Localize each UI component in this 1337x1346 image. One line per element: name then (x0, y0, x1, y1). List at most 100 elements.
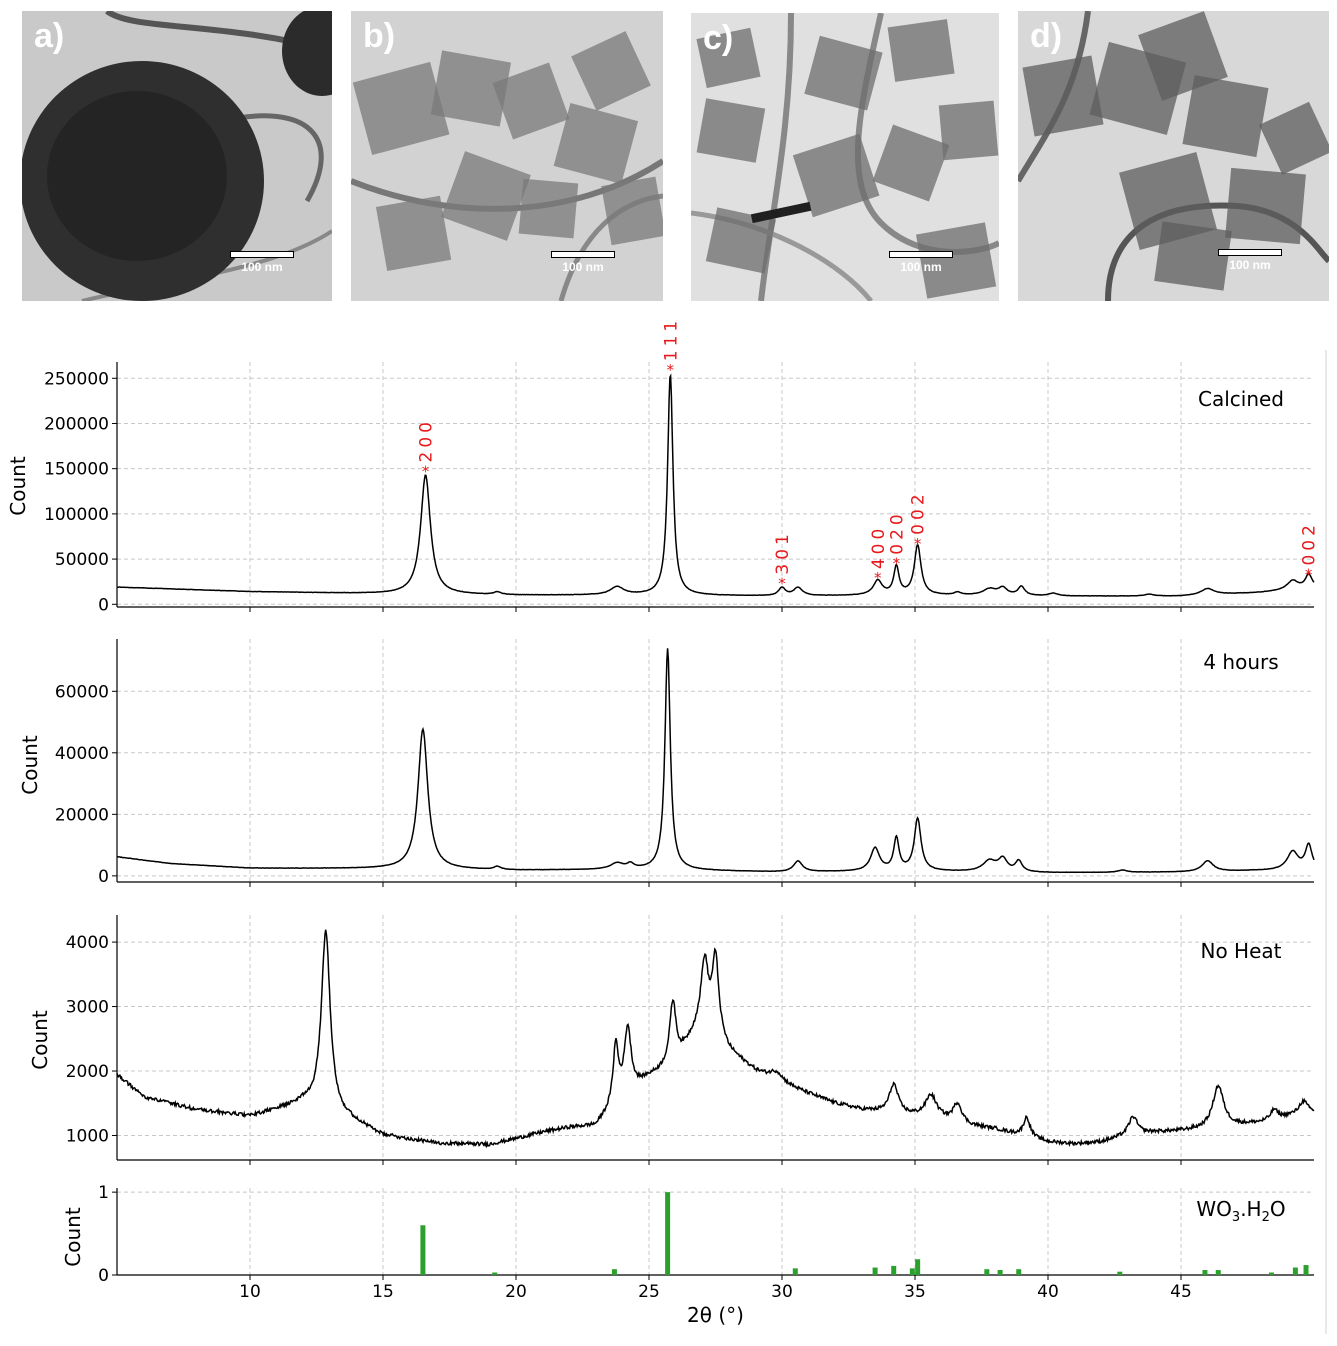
peak-index-label: 400 (869, 525, 889, 569)
scale-bar-label: 100 nm (900, 260, 942, 274)
panel-title: 4 hours (1203, 650, 1278, 674)
reference-bar (909, 1268, 915, 1275)
x-tick-label: 25 (638, 1282, 660, 1302)
reference-bar (1215, 1270, 1221, 1275)
peak-marker: * (667, 361, 675, 379)
micrograph-d (1018, 11, 1329, 301)
reference-bar (420, 1225, 426, 1275)
peak-marker: * (1305, 566, 1313, 584)
reference-bar (611, 1269, 617, 1275)
reference-bar (1117, 1271, 1123, 1275)
y-tick-label: 40000 (55, 744, 109, 764)
tem-image-d: d) 100 nm (1018, 11, 1329, 301)
peak-index-label: 200 (417, 418, 437, 462)
xrd-pattern-line (116, 929, 1315, 1149)
reference-bar (492, 1272, 498, 1275)
scale-bar-label: 100 nm (241, 260, 283, 274)
chart-panel-3: 1000 2000 3000 4000 Count No Heat (28, 915, 1315, 1165)
y-tick-label: 250000 (44, 369, 109, 389)
panel-label-c: c) (703, 19, 734, 57)
x-tick-label: 35 (904, 1282, 926, 1302)
reference-bar (1268, 1272, 1274, 1275)
y-tick-label: 2000 (66, 1062, 109, 1082)
title-part: .H (1240, 1197, 1261, 1221)
peak-index-label: 111 (661, 317, 681, 361)
title-part: WO (1196, 1197, 1232, 1221)
peak-marker: * (893, 555, 901, 573)
peak-marker: * (778, 575, 786, 593)
scale-bar-label: 100 nm (562, 260, 604, 274)
title-subscript: 2 (1262, 1210, 1270, 1225)
peak-marker: * (422, 462, 430, 480)
scale-bar-line (230, 251, 294, 258)
title-subscript: 3 (1232, 1210, 1240, 1225)
peak-index-label: 020 (887, 510, 907, 554)
peak-marker: * (914, 535, 922, 553)
y-tick-label: 0 (98, 595, 109, 615)
y-tick-label: 150000 (44, 460, 109, 480)
y-tick-label: 1 (98, 1183, 109, 1203)
reference-bar (997, 1270, 1003, 1275)
reference-bar (891, 1265, 897, 1275)
scale-bar-c: 100 nm (889, 251, 953, 274)
reference-bar (915, 1259, 921, 1275)
y-tick-label: 20000 (55, 805, 109, 825)
scale-bar-a: 100 nm (230, 251, 294, 274)
y-tick-label: 4000 (66, 933, 109, 953)
xrd-pattern-line (116, 648, 1315, 874)
y-tick-label: 1000 (66, 1127, 109, 1147)
y-tick-label: 60000 (55, 682, 109, 702)
y-tick-label: 100000 (44, 505, 109, 525)
peak-marker: * (874, 569, 882, 587)
x-tick-label: 45 (1170, 1282, 1192, 1302)
x-axis-label: 2θ (°) (687, 1303, 744, 1327)
panel-title: WO3.H2O (1196, 1197, 1285, 1225)
scale-bar-line (889, 251, 953, 258)
peak-index-label: 301 (773, 530, 793, 574)
y-tick-label: 50000 (55, 550, 109, 570)
y-tick-label: 3000 (66, 998, 109, 1018)
scale-bar-line (1218, 249, 1282, 256)
y-axis-label: Count (6, 456, 30, 516)
x-tick-label: 40 (1037, 1282, 1059, 1302)
chart-panel-2: 0 20000 40000 60000 Count 4 hours (18, 639, 1315, 887)
panel-label-d: d) (1030, 17, 1063, 55)
title-part: O (1270, 1197, 1286, 1221)
reference-bar (984, 1269, 990, 1275)
x-tick-label: 30 (771, 1282, 793, 1302)
chart-panel-1: 0 50000 100000 150000 200000 250000 Count Calci… (6, 317, 1320, 616)
y-axis-label: Count (18, 735, 42, 795)
tem-image-a: a) 100 nm (22, 11, 332, 301)
scale-bar-d: 100 nm (1218, 249, 1282, 272)
y-tick-label: 0 (98, 867, 109, 887)
x-tick-label: 20 (505, 1282, 527, 1302)
reference-bar (665, 1192, 671, 1275)
scale-bar-b: 100 nm (551, 251, 615, 274)
reference-bar (1202, 1270, 1208, 1275)
reference-bar (1292, 1267, 1298, 1275)
y-axis-label: Count (28, 1010, 52, 1070)
y-axis-label: Count (61, 1207, 85, 1267)
reference-bar (872, 1267, 878, 1275)
panel-title: No Heat (1201, 939, 1282, 963)
micrograph-a (22, 11, 332, 301)
peak-index-label: 002 (1300, 521, 1320, 565)
reference-bar (1016, 1269, 1022, 1275)
panel-title: Calcined (1198, 387, 1284, 411)
scale-bar-line (551, 251, 615, 258)
reference-bar (792, 1268, 798, 1275)
y-tick-label: 0 (98, 1266, 109, 1286)
panel-label-b: b) (363, 17, 396, 55)
chart-panel-4: 0 1 Count WO3.H2O 10 15 20 25 30 35 40 45 2θ (°) (61, 1183, 1314, 1327)
x-tick-label: 10 (239, 1282, 261, 1302)
peak-index-label: 002 (909, 490, 929, 534)
tem-image-c: c) 100 nm (691, 13, 999, 301)
y-tick-label: 200000 (44, 414, 109, 434)
x-tick-label: 15 (372, 1282, 394, 1302)
tem-image-b: b) 100 nm (351, 11, 663, 301)
panel-label-a: a) (34, 17, 65, 55)
reference-bar (1303, 1265, 1309, 1275)
scale-bar-label: 100 nm (1229, 258, 1271, 272)
